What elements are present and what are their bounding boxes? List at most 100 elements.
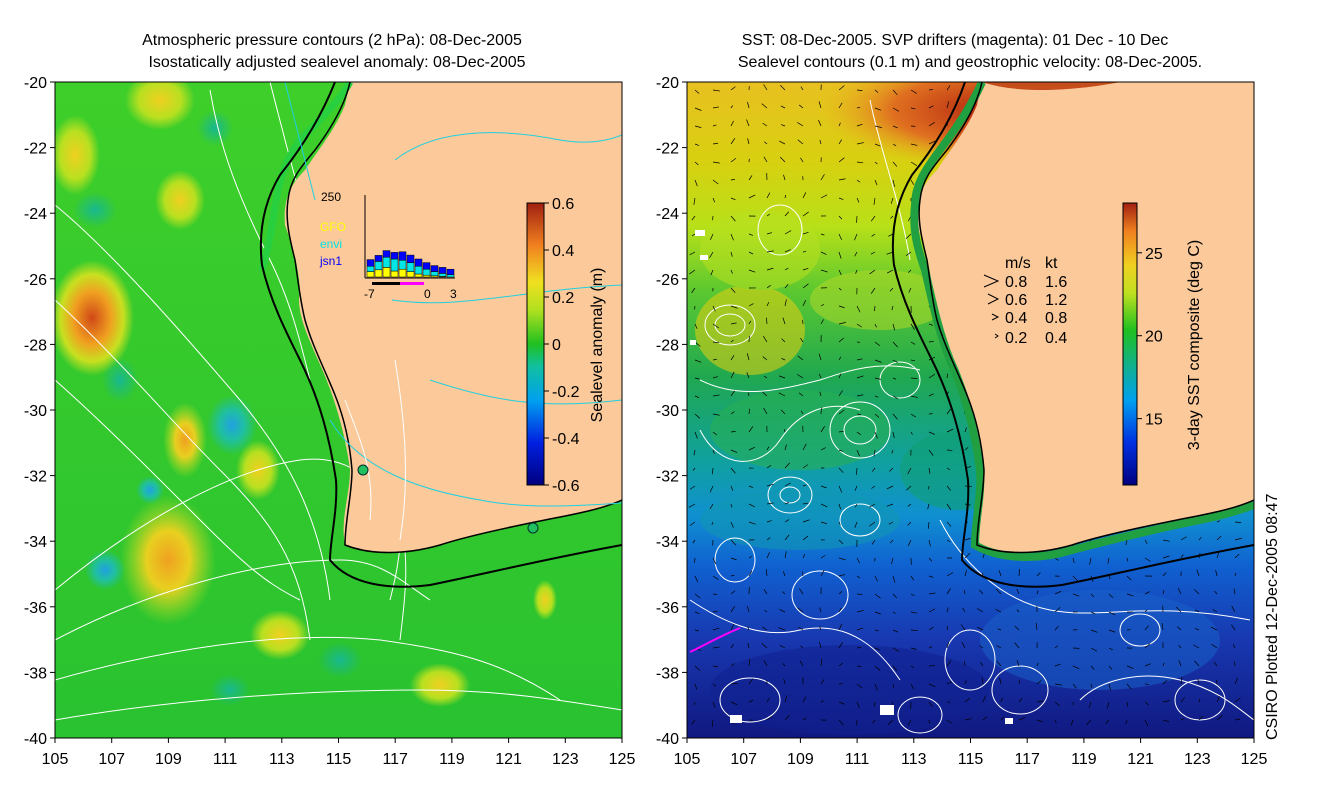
velocity-arrow	[1016, 659, 1020, 667]
velocity-arrow	[892, 575, 896, 583]
right-lon-tick-label: 109	[787, 751, 814, 768]
velocity-arrow	[1176, 626, 1182, 631]
velocity-arrow	[928, 140, 936, 145]
velocity-arrow	[766, 250, 774, 253]
velocity-arrow	[1054, 591, 1062, 595]
velocity-arrow	[778, 392, 786, 397]
coastline	[286, 82, 622, 554]
sla-colorbar-tick-label: -0.6	[552, 478, 580, 495]
velocity-arrow	[872, 719, 876, 724]
velocity-arrow	[886, 251, 894, 255]
velocity-arrow	[820, 194, 828, 199]
velocity-arrow	[1196, 569, 1200, 577]
velocity-arrow	[887, 719, 894, 725]
velocity-arrow	[889, 287, 894, 292]
velocity-arrow	[748, 269, 756, 273]
velocity-arrow	[797, 139, 804, 145]
velocity-arrow	[748, 233, 754, 236]
velocity-arrow	[766, 317, 768, 325]
velocity-arrow	[856, 179, 861, 183]
velocity-arrow	[712, 627, 720, 631]
velocity-arrow	[1035, 623, 1038, 631]
velocity-arrow	[996, 645, 1002, 649]
velocity-arrow	[766, 213, 771, 217]
velocity-arrow	[1054, 719, 1057, 724]
inset-bar-segment	[446, 274, 455, 278]
velocity-legend-kt-1: 1.6	[1045, 274, 1067, 291]
velocity-arrow	[802, 502, 809, 505]
inset-bar-segment	[422, 268, 431, 276]
sla-high-anomaly	[55, 260, 134, 376]
velocity-arrow	[689, 269, 696, 275]
velocity-arrow	[1072, 593, 1080, 597]
velocity-arrow	[820, 174, 825, 181]
velocity-arrow	[892, 377, 897, 380]
velocity-arrow	[797, 607, 804, 613]
velocity-arrow	[928, 340, 934, 343]
velocity-arrow	[888, 233, 894, 237]
inset-bar-segment	[414, 273, 423, 278]
inset-bar-segment	[406, 262, 415, 272]
velocity-arrow	[888, 521, 894, 525]
velocity-arrow	[892, 593, 898, 599]
velocity-arrow	[819, 607, 822, 613]
velocity-arrow	[838, 251, 842, 259]
velocity-arrow	[1107, 557, 1110, 564]
velocity-arrow	[964, 718, 972, 721]
velocity-arrow	[781, 357, 786, 361]
velocity-arrow	[856, 449, 860, 457]
inset-bar-segment	[406, 254, 415, 263]
velocity-arrow	[694, 593, 701, 599]
velocity-arrow	[910, 593, 915, 597]
sla-colorbar-tick-label: 0.6	[552, 196, 574, 213]
velocity-arrow	[1216, 520, 1221, 523]
velocity-arrow	[784, 502, 789, 505]
velocity-arrow	[946, 641, 950, 649]
velocity-arrow	[1234, 572, 1237, 577]
velocity-arrow	[730, 521, 734, 528]
velocity-arrow	[820, 569, 825, 577]
velocity-arrow	[874, 665, 881, 671]
velocity-arrow	[709, 503, 714, 510]
velocity-arrow	[784, 482, 791, 487]
left-lat-tick-label: -24	[24, 206, 47, 223]
velocity-arrow	[856, 683, 863, 689]
velocity-arrow	[891, 449, 894, 454]
velocity-arrow	[782, 571, 786, 577]
velocity-arrow	[1231, 624, 1236, 631]
velocity-arrow	[960, 624, 966, 631]
velocity-arrow	[691, 287, 696, 294]
sla-colorbar-tick-label: 0.4	[552, 243, 574, 260]
velocity-arrow	[910, 575, 915, 581]
velocity-arrow	[1108, 593, 1114, 599]
velocity-arrow	[928, 449, 934, 456]
velocity-arrow	[1177, 587, 1182, 595]
velocity-arrow	[1180, 718, 1185, 721]
velocity-arrow	[780, 124, 786, 127]
velocity-arrow	[1180, 677, 1183, 685]
velocity-arrow	[874, 305, 876, 312]
velocity-arrow	[730, 431, 736, 433]
velocity-arrow	[1144, 557, 1151, 562]
velocity-arrow	[820, 679, 825, 685]
velocity-arrow	[694, 413, 701, 419]
velocity-arrow	[874, 323, 877, 328]
velocity-arrow	[763, 335, 768, 343]
velocity-arrow	[730, 287, 736, 293]
velocity-arrow	[874, 413, 880, 418]
velocity-arrow	[1072, 557, 1075, 564]
velocity-arrow	[1194, 609, 1200, 613]
velocity-arrow	[747, 605, 750, 613]
plot-credit: CSIRO Plotted 12-Dec-2005 08:47	[1264, 494, 1281, 740]
left-lon-tick-label: 123	[552, 751, 579, 768]
velocity-arrow	[946, 572, 954, 577]
velocity-arrow	[1162, 539, 1170, 542]
velocity-arrow	[709, 485, 714, 493]
velocity-arrow	[778, 627, 786, 631]
velocity-arrow	[838, 269, 842, 276]
velocity-arrow	[854, 233, 858, 241]
velocity-arrow	[874, 161, 878, 165]
velocity-arrow	[748, 699, 754, 703]
left-lon-tick-label: 107	[98, 751, 125, 768]
